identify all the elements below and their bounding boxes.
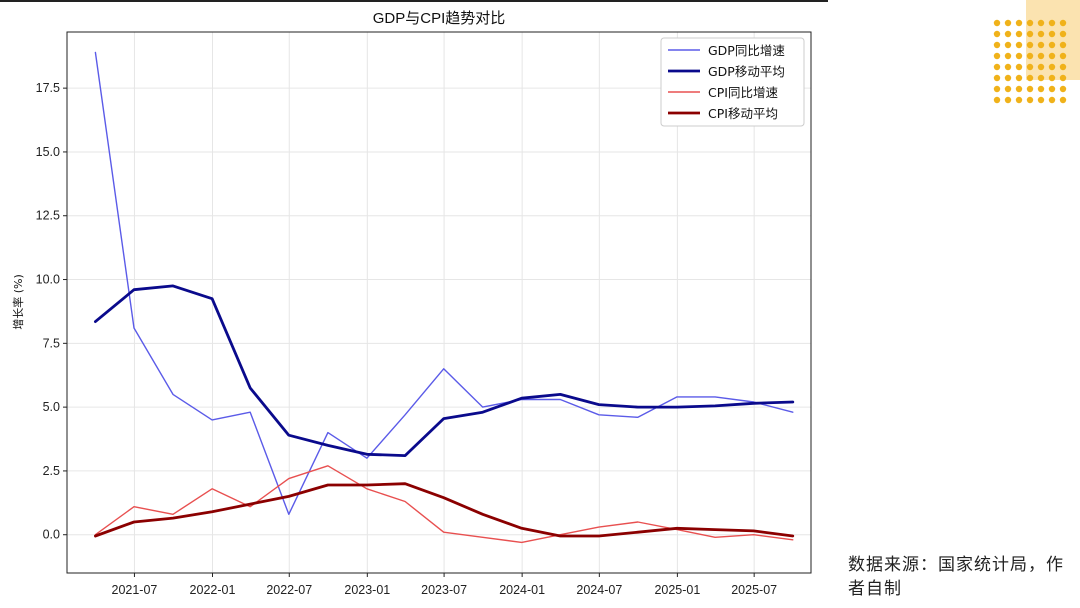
decor-dot: [1026, 74, 1034, 82]
decor-dot: [1015, 52, 1023, 60]
x-tick-label: 2024-07: [576, 583, 622, 597]
series-line-4: [94, 482, 795, 538]
decor-dot: [1037, 19, 1045, 27]
y-tick-label: 17.5: [36, 81, 60, 95]
legend-frame: [660, 37, 805, 127]
x-axis-ticks: 2021-07 2022-01 2022-07 2023-01 2023-07 2024-…: [112, 573, 777, 597]
decorative-dot-grid: [993, 19, 1067, 104]
y-tick-label: 10.0: [36, 273, 60, 287]
series-line-2: [94, 284, 795, 458]
decor-dot: [1037, 96, 1045, 104]
decor-dot: [1059, 52, 1067, 60]
legend-label: GDP同比增速: [708, 43, 785, 58]
decor-dot: [1026, 63, 1034, 71]
decor-dot: [1015, 30, 1023, 38]
x-tick-label: 2024-01: [499, 583, 545, 597]
x-tick-label: 2022-01: [190, 583, 236, 597]
series-line-1: [94, 51, 794, 515]
decor-dot: [1059, 63, 1067, 71]
decor-dot: [1048, 96, 1056, 104]
series-lines: [94, 51, 795, 544]
decor-dot: [1004, 41, 1012, 49]
decor-dot: [993, 30, 1001, 38]
decor-dot: [1004, 96, 1012, 104]
y-tick-label: 0.0: [43, 528, 60, 542]
decor-dot: [1037, 63, 1045, 71]
decor-dot: [1004, 19, 1012, 27]
decor-dot: [1037, 52, 1045, 60]
decor-dot: [993, 52, 1001, 60]
decor-dot: [993, 19, 1001, 27]
decor-dot: [1004, 63, 1012, 71]
decor-dot: [993, 63, 1001, 71]
y-tick-label: 2.5: [43, 464, 60, 478]
decor-dot: [1048, 41, 1056, 49]
legend-label: GDP移动平均: [708, 64, 785, 79]
decor-dot: [1048, 85, 1056, 93]
decor-dot: [1059, 74, 1067, 82]
decor-dot: [1037, 30, 1045, 38]
decor-dot: [1048, 52, 1056, 60]
decor-dot: [1048, 19, 1056, 27]
decor-dot: [993, 74, 1001, 82]
decor-dot: [1015, 85, 1023, 93]
decor-dot: [1015, 63, 1023, 71]
decor-dot: [1026, 30, 1034, 38]
decor-dot: [1026, 52, 1034, 60]
y-axis-ticks: 0.0 2.5 5.0 7.5 10.0 12.5 15.0 17.5: [36, 81, 67, 542]
decor-dot: [993, 85, 1001, 93]
decor-dot: [1026, 19, 1034, 27]
legend-label: CPI同比增速: [708, 85, 778, 100]
decor-dot: [1004, 52, 1012, 60]
decor-dot: [1026, 41, 1034, 49]
legend-label: CPI移动平均: [708, 106, 778, 121]
y-tick-label: 12.5: [36, 209, 60, 223]
decor-dot: [1026, 96, 1034, 104]
decor-dot: [1015, 96, 1023, 104]
x-tick-label: 2023-07: [421, 583, 467, 597]
decor-dot: [1048, 74, 1056, 82]
decor-dot: [1037, 41, 1045, 49]
decor-dot: [1048, 63, 1056, 71]
x-tick-label: 2022-07: [266, 583, 312, 597]
y-axis-label: 增长率 (%): [11, 274, 25, 330]
decor-dot: [993, 96, 1001, 104]
x-tick-label: 2025-01: [654, 583, 700, 597]
top-rule: [0, 0, 828, 2]
decor-dot: [1015, 74, 1023, 82]
decor-dot: [1015, 19, 1023, 27]
decor-dot: [1026, 85, 1034, 93]
decor-dot: [1004, 85, 1012, 93]
decor-dot: [1048, 30, 1056, 38]
decor-dot: [1059, 19, 1067, 27]
decor-dot: [1037, 85, 1045, 93]
y-tick-label: 5.0: [43, 400, 60, 414]
decor-dot: [1059, 96, 1067, 104]
chart-title: GDP与CPI趋势对比: [373, 10, 506, 27]
decor-dot: [1004, 74, 1012, 82]
chart-legend: GDP同比增速 GDP移动平均 CPI同比增速 CPI移动平均: [660, 37, 805, 127]
plot-area-frame: [66, 31, 812, 574]
decor-dot: [1037, 74, 1045, 82]
data-source-note: 数据来源：国家统计局，作者自制: [848, 555, 1064, 599]
decor-dot: [1015, 41, 1023, 49]
x-tick-label: 2023-01: [344, 583, 390, 597]
x-tick-label: 2025-07: [731, 583, 777, 597]
decor-dot: [1059, 85, 1067, 93]
x-tick-label: 2021-07: [112, 583, 158, 597]
decor-dot: [1059, 41, 1067, 49]
decor-dot: [1004, 30, 1012, 38]
y-tick-label: 15.0: [36, 145, 60, 159]
y-tick-label: 7.5: [43, 336, 60, 350]
decor-dot: [1059, 30, 1067, 38]
decor-dot: [993, 41, 1001, 49]
